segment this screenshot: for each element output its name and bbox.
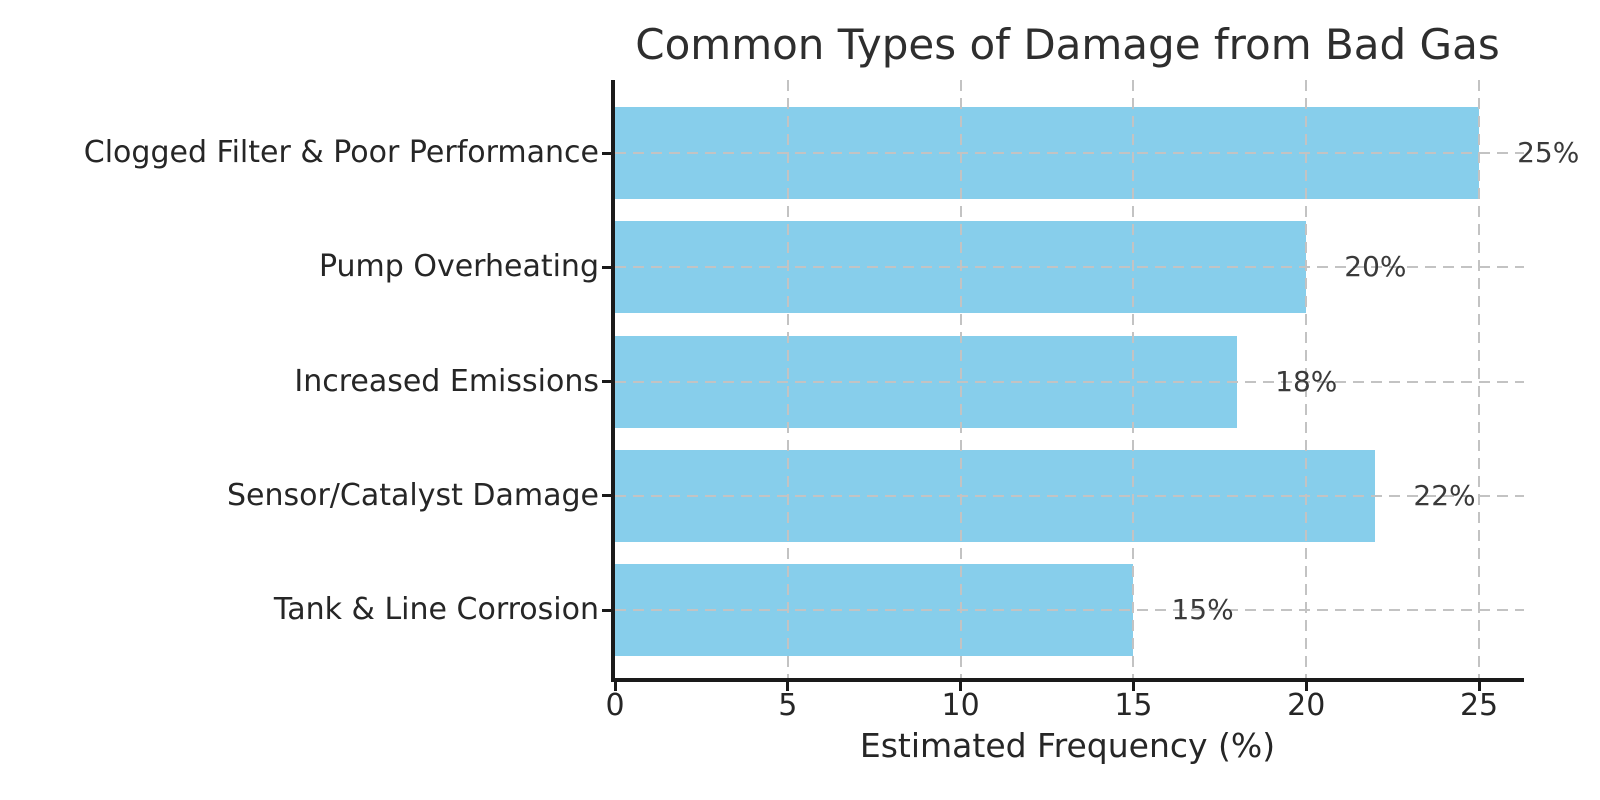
chart-title: Common Types of Damage from Bad Gas: [635, 20, 1500, 69]
bar-value-label: 15%: [1171, 593, 1234, 626]
y-axis-category-label: Tank & Line Corrosion: [273, 592, 599, 627]
x-tick-label: 0: [605, 688, 625, 723]
horizontal-gridline: [615, 380, 1524, 383]
horizontal-gridline: [615, 266, 1524, 269]
y-axis-category-label: Clogged Filter & Poor Performance: [83, 135, 599, 170]
vertical-gridline: [1132, 80, 1135, 678]
vertical-gridline: [786, 80, 789, 678]
vertical-gridline: [1478, 80, 1481, 678]
x-tick-mark: [613, 682, 617, 691]
x-tick-mark: [786, 682, 790, 691]
vertical-gridline: [1305, 80, 1308, 678]
x-tick-label: 5: [778, 688, 798, 723]
y-tick-mark: [602, 151, 611, 155]
x-tick-mark: [959, 682, 963, 691]
x-tick-label: 10: [941, 688, 980, 723]
y-tick-mark: [602, 265, 611, 269]
bar-value-label: 18%: [1275, 364, 1338, 398]
bar-value-label: 20%: [1344, 250, 1407, 284]
vertical-gridline: [959, 80, 962, 678]
y-axis-category-label: Pump Overheating: [318, 249, 599, 285]
horizontal-gridline: [615, 152, 1524, 154]
y-tick-mark: [602, 494, 611, 498]
x-tick-mark: [1304, 682, 1308, 691]
y-axis-category-label: Increased Emissions: [294, 363, 599, 399]
y-tick-mark: [602, 380, 611, 383]
plot-area: 25% 20% 18% 22% 15% 0 5 10 15 20 25: [602, 80, 1579, 723]
horizontal-gridline: [615, 609, 1524, 611]
horizontal-gridline: [615, 494, 1524, 497]
x-tick-mark: [1477, 682, 1481, 691]
y-axis-category-label: Sensor/Catalyst Damage: [226, 477, 599, 513]
x-axis-title: Estimated Frequency (%): [859, 726, 1276, 765]
bar-value-label: 25%: [1517, 136, 1580, 169]
x-tick-label: 15: [1114, 688, 1153, 723]
y-tick-mark: [602, 608, 611, 612]
x-tick-label: 25: [1459, 688, 1499, 723]
x-tick-mark: [1131, 682, 1135, 691]
bar-value-label: 22%: [1413, 478, 1476, 512]
x-tick-label: 20: [1287, 688, 1326, 723]
